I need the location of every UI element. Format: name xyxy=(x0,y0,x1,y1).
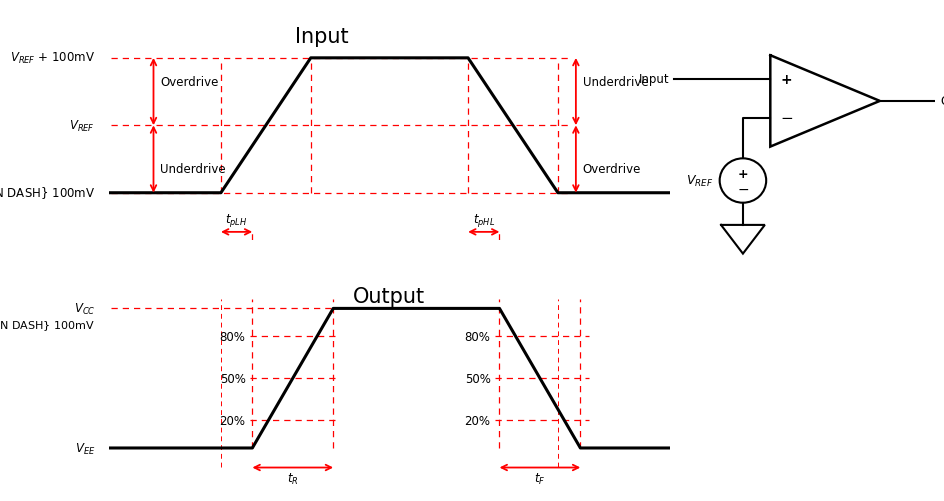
Text: −: − xyxy=(781,111,793,126)
Text: Input: Input xyxy=(295,27,349,47)
Text: $V_{REF}$: $V_{REF}$ xyxy=(69,119,95,134)
Text: −: − xyxy=(737,182,749,196)
Text: $t_F$: $t_F$ xyxy=(534,471,546,486)
Text: $t_R$: $t_R$ xyxy=(287,471,298,486)
Text: +: + xyxy=(781,73,793,87)
Text: 80%: 80% xyxy=(220,330,245,343)
Text: $V_{REF}$ \N{EN DASH} 100mV: $V_{REF}$ \N{EN DASH} 100mV xyxy=(0,318,95,332)
Text: 50%: 50% xyxy=(220,372,245,385)
Text: $t_{pLH}$: $t_{pLH}$ xyxy=(226,211,248,228)
Text: Overdrive: Overdrive xyxy=(582,163,641,176)
Text: 80%: 80% xyxy=(464,330,491,343)
Text: Output: Output xyxy=(353,287,426,307)
Text: $V_{REF}$ + 100mV: $V_{REF}$ + 100mV xyxy=(10,51,95,66)
Text: Input: Input xyxy=(638,73,669,86)
Text: 50%: 50% xyxy=(464,372,491,385)
Text: Underdrive: Underdrive xyxy=(582,76,649,89)
Text: Overdrive: Overdrive xyxy=(160,76,219,89)
Text: 20%: 20% xyxy=(464,414,491,427)
Text: $t_{pHL}$: $t_{pHL}$ xyxy=(473,211,495,228)
Text: $V_{REF}$: $V_{REF}$ xyxy=(685,174,713,189)
Text: 20%: 20% xyxy=(220,414,245,427)
Text: $V_{CC}$: $V_{CC}$ xyxy=(74,301,95,316)
Text: +: + xyxy=(737,167,749,180)
Text: Output: Output xyxy=(940,95,944,108)
Text: Underdrive: Underdrive xyxy=(160,163,226,176)
Text: $V_{EE}$: $V_{EE}$ xyxy=(75,440,95,455)
Text: $V_{REF}$ \N{EN DASH} 100mV: $V_{REF}$ \N{EN DASH} 100mV xyxy=(0,185,95,201)
